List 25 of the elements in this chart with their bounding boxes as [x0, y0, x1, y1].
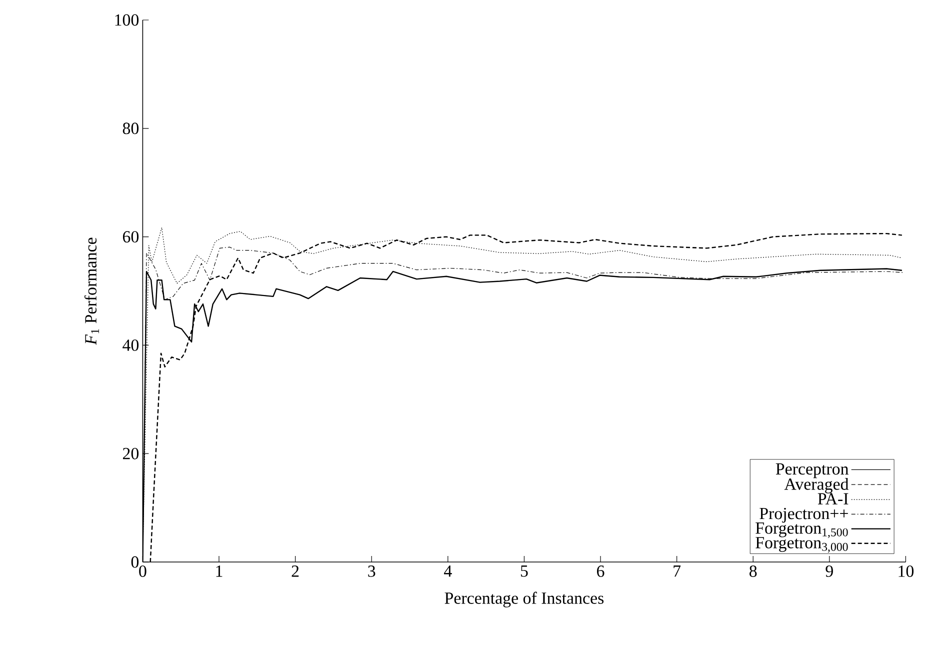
- legend-label: Perceptron: [776, 463, 849, 478]
- y-tick-label: 0: [131, 556, 139, 568]
- x-tick-label: 7: [674, 566, 681, 577]
- x-tick-label: 6: [597, 566, 604, 577]
- y-tick-label: 40: [122, 339, 139, 351]
- x-tick-label: 0: [139, 566, 146, 577]
- x-tick-label: 3: [368, 566, 376, 577]
- legend-label: Forgetron$_{3,000}$: [756, 537, 848, 553]
- x-tick-label: 9: [826, 566, 833, 577]
- x-tick-label: 1: [216, 566, 222, 577]
- legend-label: Forgetron$_{1,500}$: [756, 522, 848, 538]
- legend-label: Projectron++: [760, 508, 848, 523]
- y-axis-title: F$_{1}$ Performance: [84, 238, 99, 345]
- x-axis-title: Percentage of Instances: [444, 592, 604, 608]
- y-tick-label: 20: [122, 448, 139, 460]
- x-tick-label: 8: [750, 566, 757, 577]
- x-tick-label: 4: [444, 566, 452, 577]
- y-tick-label: 60: [122, 231, 139, 243]
- x-tick-label: 10: [898, 566, 914, 577]
- x-tick-label: 2: [292, 566, 299, 577]
- y-tick-label: 80: [122, 122, 139, 134]
- legend-label: PA-I: [818, 493, 848, 504]
- legend-label: Averaged: [784, 478, 849, 494]
- y-tick-label: 100: [115, 14, 139, 26]
- x-tick-label: 5: [520, 566, 528, 577]
